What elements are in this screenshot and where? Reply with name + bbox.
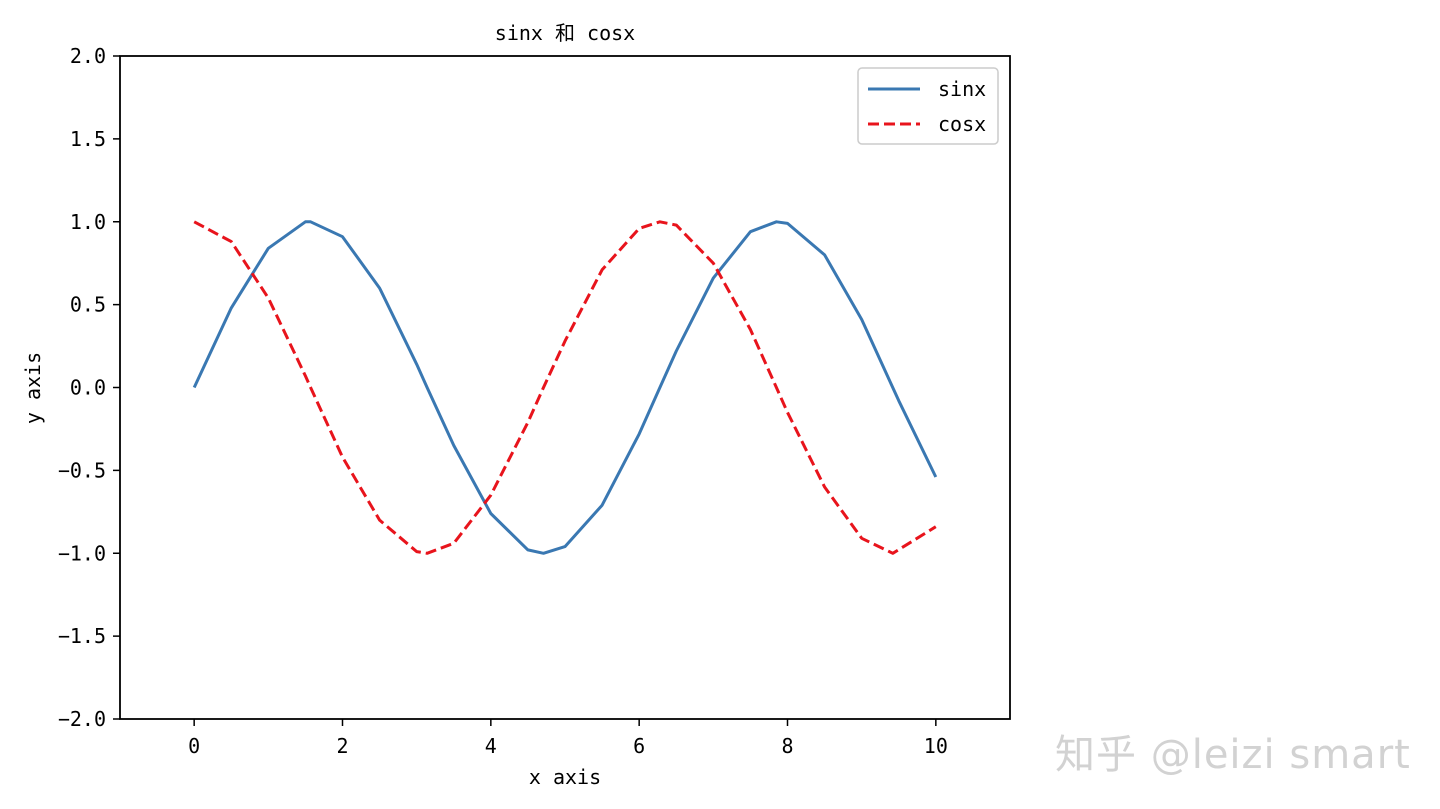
y-tick-label: 0.0 xyxy=(70,376,106,400)
x-tick-label: 8 xyxy=(781,734,793,758)
legend-label-sinx: sinx xyxy=(938,77,986,101)
x-tick-label: 0 xyxy=(188,734,200,758)
y-tick-label: 2.0 xyxy=(70,44,106,68)
y-tick-label: 1.0 xyxy=(70,210,106,234)
x-tick-label: 2 xyxy=(336,734,348,758)
y-tick-label: −1.5 xyxy=(58,624,106,648)
chart-title: sinx 和 cosx xyxy=(495,21,635,45)
watermark: 知乎 @leizi smart xyxy=(1055,732,1411,778)
series-line-cosx xyxy=(193,220,937,555)
y-tick-label: 1.5 xyxy=(70,127,106,151)
plot-frame xyxy=(119,55,1011,720)
series-line-sinx xyxy=(192,220,938,555)
x-axis-label: x axis xyxy=(529,765,601,789)
x-tick-label: 6 xyxy=(633,734,645,758)
y-tick-label: −2.0 xyxy=(58,707,106,731)
legend-label-cosx: cosx xyxy=(938,112,986,136)
legend: sinx cosx xyxy=(857,67,999,145)
x-tick-label: 4 xyxy=(485,734,497,758)
y-tick-label: −1.0 xyxy=(58,541,106,565)
y-axis-label: y axis xyxy=(21,352,45,424)
x-tick-label: 10 xyxy=(924,734,948,758)
y-tick-label: −0.5 xyxy=(58,458,106,482)
y-tick-label: 0.5 xyxy=(70,293,106,317)
